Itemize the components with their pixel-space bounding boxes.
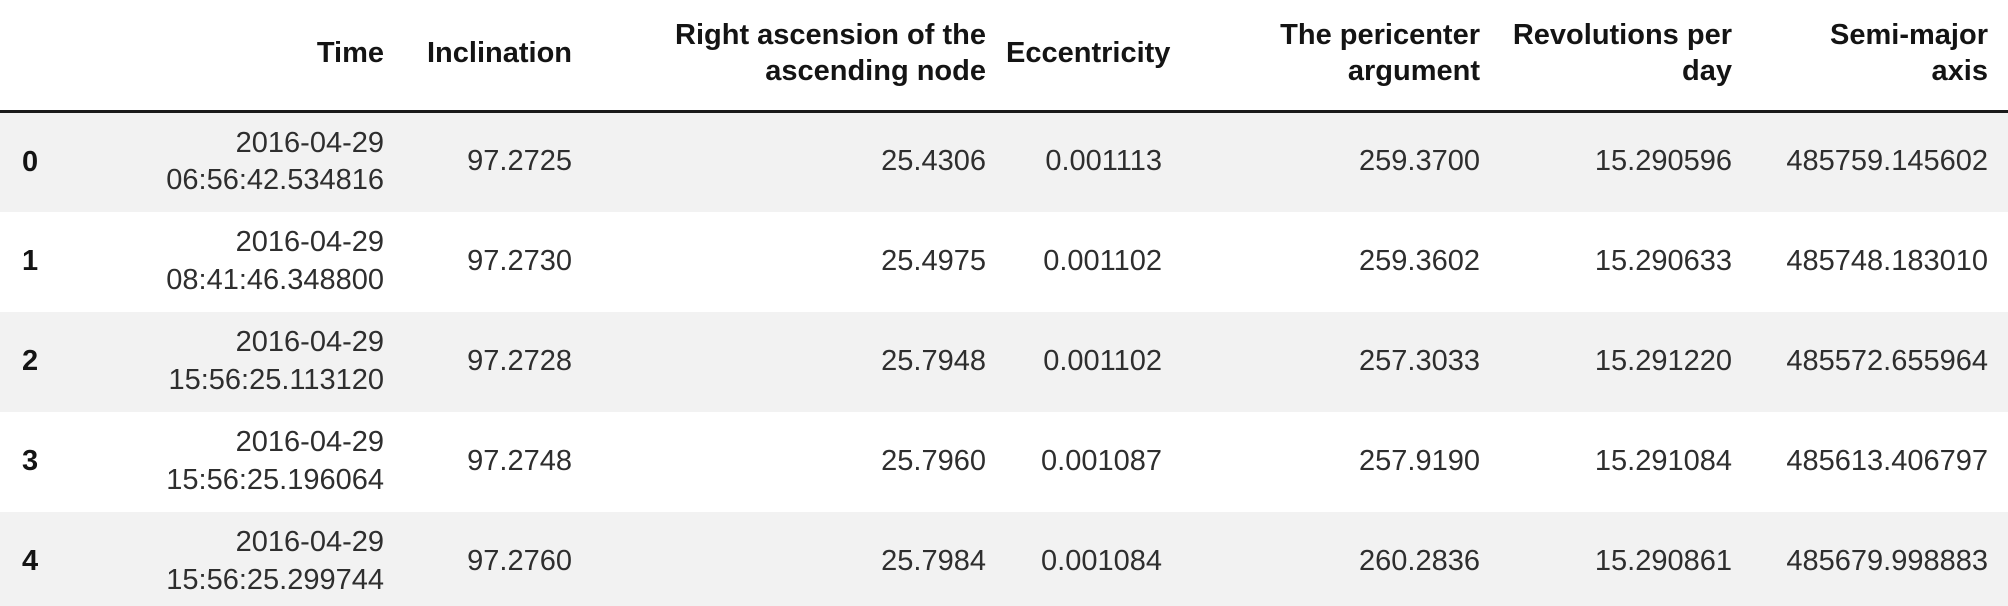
column-header-eccentricity: Eccentricity [1006, 0, 1182, 113]
cell-semi-major-axis: 485572.655964 [1786, 344, 1988, 377]
cell-inclination: 97.2725 [467, 145, 572, 178]
table-body: 0 2016-04-29 06:56:42.534816 97.2725 25.… [0, 111, 2008, 606]
cell-time: 2016-04-29 08:41:46.348800 [166, 225, 384, 296]
column-header-time: Time [56, 0, 404, 113]
cell-revolutions-per-day: 15.290596 [1594, 145, 1732, 178]
cell-revolutions-per-day: 15.291220 [1594, 344, 1732, 377]
cell-pericenter-argument: 259.3602 [1359, 244, 1480, 277]
cell-raan: 25.4975 [881, 244, 986, 277]
table-row: 1 2016-04-29 08:41:46.348800 97.2730 25.… [0, 211, 2008, 312]
cell-semi-major-axis: 485759.145602 [1786, 145, 1988, 178]
cell-time: 2016-04-29 15:56:25.299744 [166, 525, 384, 596]
column-header-raan: Right ascension of the ascending node [592, 0, 1006, 113]
cell-raan: 25.7984 [881, 544, 986, 577]
cell-raan: 25.7948 [881, 344, 986, 377]
cell-inclination: 97.2748 [467, 444, 572, 477]
cell-time: 2016-04-29 15:56:25.196064 [166, 425, 384, 496]
cell-eccentricity: 0.001087 [1041, 444, 1162, 477]
cell-raan: 25.4306 [881, 145, 986, 178]
cell-time: 2016-04-29 15:56:25.113120 [168, 325, 384, 396]
row-index: 4 [22, 545, 39, 577]
cell-eccentricity: 0.001102 [1043, 344, 1162, 377]
cell-inclination: 97.2760 [467, 544, 572, 577]
table-row: 0 2016-04-29 06:56:42.534816 97.2725 25.… [0, 111, 2008, 212]
cell-raan: 25.7960 [881, 444, 986, 477]
column-header-inclination: Inclination [404, 0, 592, 113]
row-index: 1 [22, 245, 39, 277]
header-row: Time Inclination Right ascension of the … [0, 0, 2008, 113]
cell-pericenter-argument: 259.3700 [1359, 145, 1480, 178]
cell-revolutions-per-day: 15.291084 [1594, 444, 1732, 477]
cell-revolutions-per-day: 15.290633 [1594, 244, 1732, 277]
cell-semi-major-axis: 485613.406797 [1786, 444, 1988, 477]
cell-pericenter-argument: 257.9190 [1359, 444, 1480, 477]
cell-eccentricity: 0.001113 [1045, 145, 1162, 178]
cell-semi-major-axis: 485679.998883 [1786, 544, 1988, 577]
cell-pericenter-argument: 260.2836 [1359, 544, 1480, 577]
row-index: 3 [22, 445, 39, 477]
table-row: 3 2016-04-29 15:56:25.196064 97.2748 25.… [0, 411, 2008, 512]
cell-revolutions-per-day: 15.290861 [1594, 544, 1732, 577]
cell-eccentricity: 0.001084 [1041, 544, 1162, 577]
cell-semi-major-axis: 485748.183010 [1786, 244, 1988, 277]
row-index: 2 [22, 345, 39, 377]
table-row: 2 2016-04-29 15:56:25.113120 97.2728 25.… [0, 311, 2008, 412]
row-index: 0 [22, 145, 39, 178]
column-header-revolutions-per-day: Revolutions per day [1500, 0, 1752, 113]
cell-eccentricity: 0.001102 [1043, 244, 1162, 277]
cell-inclination: 97.2730 [467, 244, 572, 277]
column-header-semi-major-axis: Semi-major axis [1752, 0, 2008, 113]
cell-time: 2016-04-29 06:56:42.534816 [166, 126, 384, 197]
cell-pericenter-argument: 257.3033 [1359, 344, 1480, 377]
column-header-index [0, 0, 56, 113]
table-row: 4 2016-04-29 15:56:25.299744 97.2760 25.… [0, 511, 2008, 606]
column-header-pericenter-argument: The pericenter argument [1182, 0, 1500, 113]
cell-inclination: 97.2728 [467, 344, 572, 377]
table-header: Time Inclination Right ascension of the … [0, 0, 2008, 113]
